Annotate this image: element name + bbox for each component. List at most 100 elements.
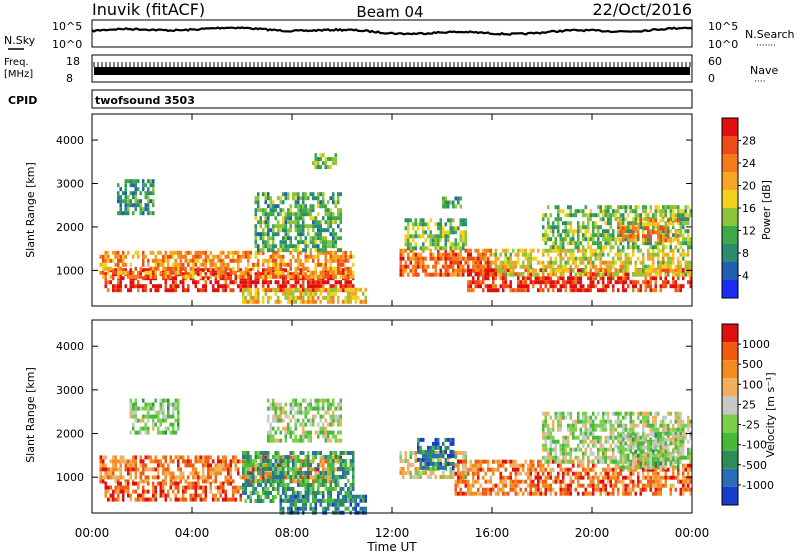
power-cell <box>634 229 637 234</box>
power-cell <box>177 266 180 271</box>
nsearch-tick-bottom: 10^0 <box>708 38 738 51</box>
velocity-cell <box>339 422 342 427</box>
power-cell <box>134 183 137 188</box>
power-cell <box>269 248 272 253</box>
power-cell <box>224 284 227 289</box>
velocity-cell <box>177 406 180 411</box>
velocity-cell <box>154 410 157 415</box>
power-cell <box>547 252 550 257</box>
power-cell <box>227 272 230 277</box>
power-cell <box>239 274 242 279</box>
power-cell <box>444 256 447 261</box>
power-cell <box>442 226 445 231</box>
velocity-cell <box>269 430 272 435</box>
velocity-cell <box>462 491 465 496</box>
velocity-cell <box>144 497 147 502</box>
velocity-cell <box>502 459 505 464</box>
power-cell <box>542 260 545 265</box>
power-cell <box>637 234 640 239</box>
velocity-cell <box>472 475 475 480</box>
power-cell <box>527 276 530 281</box>
power-cell <box>334 232 337 237</box>
velocity-cell <box>222 497 225 502</box>
power-cell <box>549 272 552 277</box>
power-cell <box>544 264 547 269</box>
power-cell <box>524 288 527 293</box>
power-cell <box>552 272 555 277</box>
velocity-cell <box>307 406 310 411</box>
power-cell <box>309 224 312 229</box>
power-cell <box>347 287 350 292</box>
velocity-cell <box>284 487 287 491</box>
power-cell <box>434 256 437 261</box>
power-cell <box>317 196 320 201</box>
velocity-cell <box>314 455 317 459</box>
velocity-cell <box>132 489 135 494</box>
velocity-cell <box>254 463 257 468</box>
power-cell <box>257 295 260 300</box>
power-cell <box>552 264 555 269</box>
power-cell <box>632 234 635 239</box>
power-cell <box>449 256 452 261</box>
velocity-cell <box>359 498 362 503</box>
power-cell <box>462 256 465 261</box>
power-cell <box>412 234 415 239</box>
power-cell <box>689 209 692 214</box>
power-cell <box>494 288 497 293</box>
power-cell <box>662 238 665 243</box>
power-cell <box>672 268 675 273</box>
velocity-cell <box>322 479 325 483</box>
velocity-cell <box>192 463 195 468</box>
velocity-cell <box>224 497 227 502</box>
power-cell <box>242 295 245 300</box>
velocity-cell <box>407 467 410 471</box>
velocity-cell <box>222 463 225 468</box>
power-cell <box>634 226 637 231</box>
velocity-cell <box>259 463 262 467</box>
velocity-cell <box>494 467 497 472</box>
power-cell <box>607 260 610 265</box>
power-cell <box>332 212 335 217</box>
velocity-cell <box>287 467 290 471</box>
velocity-cell <box>317 475 320 479</box>
power-cell <box>614 217 617 222</box>
power-cell <box>587 260 590 265</box>
power-cell <box>597 225 600 230</box>
power-cell <box>294 295 297 300</box>
power-cell <box>652 288 655 293</box>
power-cell <box>657 245 660 250</box>
velocity-cell <box>317 467 320 472</box>
velocity-cell <box>272 471 275 475</box>
velocity-cell <box>239 485 242 490</box>
velocity-cell <box>167 467 170 472</box>
velocity-cell <box>422 457 425 462</box>
velocity-cell <box>514 471 517 476</box>
velocity-cell <box>132 479 135 484</box>
power-cell <box>317 228 320 233</box>
velocity-cell <box>164 418 167 423</box>
power-cell <box>487 284 490 289</box>
power-cell <box>537 280 540 285</box>
velocity-cell <box>319 406 322 411</box>
power-cell <box>492 280 495 285</box>
power-cell <box>537 288 540 293</box>
velocity-cell <box>259 499 262 503</box>
power-cell <box>617 237 620 242</box>
power-cell <box>687 233 690 238</box>
velocity-cell <box>274 487 277 491</box>
power-cell <box>417 222 420 227</box>
power-cell <box>424 268 427 273</box>
power-cell <box>327 291 330 296</box>
power-cell <box>627 245 630 250</box>
velocity-cell <box>124 489 127 494</box>
power-cell <box>207 258 210 263</box>
velocity-cell <box>137 485 140 490</box>
velocity-cell <box>359 494 362 499</box>
velocity-cell <box>174 497 177 502</box>
power-cell <box>122 270 125 275</box>
power-cell <box>632 284 635 289</box>
velocity-cell <box>329 463 332 467</box>
power-cell <box>302 295 305 300</box>
power-cell <box>319 232 322 237</box>
power-cell <box>322 262 325 267</box>
